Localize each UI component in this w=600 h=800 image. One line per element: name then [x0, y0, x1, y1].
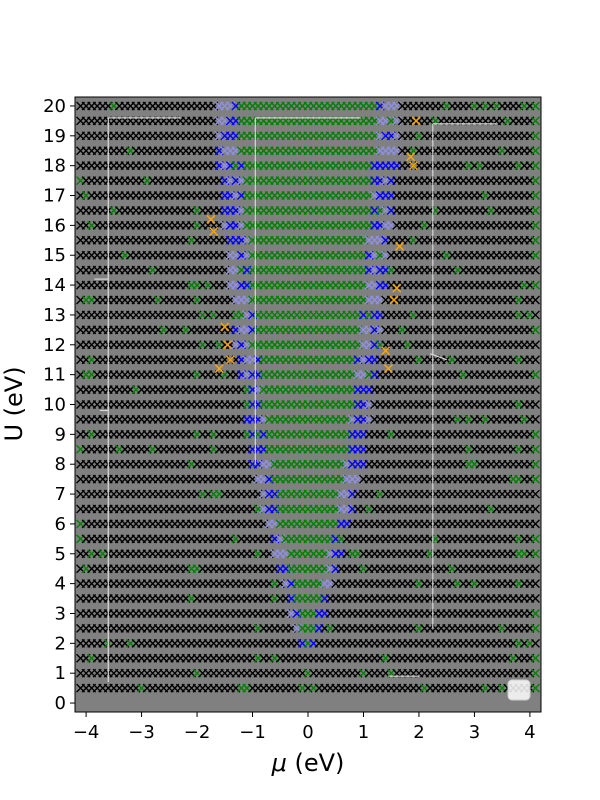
- x-tick-label: 2: [413, 722, 424, 743]
- data-point: [530, 220, 540, 230]
- overlay-lines: [94, 117, 497, 683]
- data-point: [530, 444, 540, 454]
- data-point: [530, 579, 540, 589]
- data-point: [530, 385, 540, 395]
- y-tick-label: 19: [43, 126, 66, 147]
- orange-data-point: [395, 241, 405, 251]
- data-point: [530, 370, 540, 380]
- y-tick-label: 16: [43, 215, 66, 236]
- y-tick-label: 0: [55, 693, 66, 714]
- data-point: [530, 116, 540, 126]
- x-tick-label: −3: [128, 722, 155, 743]
- orange-data-point: [209, 226, 219, 236]
- y-tick-label: 15: [43, 245, 66, 266]
- orange-data-point: [406, 152, 416, 162]
- data-point: [530, 608, 540, 618]
- x-tick-label: −2: [184, 722, 211, 743]
- y-tick-label: 14: [43, 275, 66, 296]
- x-tick-label: 1: [358, 722, 369, 743]
- orange-data-point: [392, 283, 402, 293]
- data-point: [530, 325, 540, 335]
- data-point: [530, 235, 540, 245]
- data-point: [530, 668, 540, 678]
- data-point: [530, 191, 540, 201]
- y-tick-label: 4: [55, 574, 66, 595]
- data-point: [530, 534, 540, 544]
- data-point: [530, 265, 540, 275]
- y-tick-label: 7: [55, 484, 66, 505]
- x-axis-label: μ (eV): [271, 749, 345, 777]
- orange-data-point: [223, 340, 233, 350]
- data-point: [530, 594, 540, 604]
- y-tick-label: 17: [43, 186, 66, 207]
- y-tick-label: 2: [55, 633, 66, 654]
- orange-data-point: [225, 355, 235, 365]
- y-tick-label: 3: [55, 603, 66, 624]
- orange-data-point: [411, 116, 421, 126]
- data-point: [530, 176, 540, 186]
- data-point: [530, 280, 540, 290]
- data-point: [530, 519, 540, 529]
- data-point: [530, 355, 540, 365]
- data-point: [530, 205, 540, 215]
- data-point: [530, 146, 540, 156]
- y-tick-label: 5: [55, 544, 66, 565]
- data-point: [530, 638, 540, 648]
- data-point: [530, 459, 540, 469]
- y-tick-label: 18: [43, 156, 66, 177]
- data-point: [530, 474, 540, 484]
- orange-data-point: [383, 364, 393, 374]
- x-tick-label: 4: [524, 722, 535, 743]
- y-axis-label: U (eV): [0, 366, 28, 441]
- x-tick-label: 0: [302, 722, 313, 743]
- data-point: [530, 429, 540, 439]
- legend-box: [507, 679, 531, 701]
- x-tick-label: −1: [239, 722, 266, 743]
- data-point: [530, 310, 540, 320]
- y-tick-label: 6: [55, 514, 66, 535]
- data-point: [530, 295, 540, 305]
- orange-data-point: [220, 322, 230, 332]
- y-tick-label: 20: [43, 96, 66, 117]
- x-axis-ticks: −4 −3 −2 −1 0 1 2 3 4: [73, 712, 536, 743]
- data-point: [530, 489, 540, 499]
- y-tick-label: 8: [55, 454, 66, 475]
- data-point: [530, 504, 540, 514]
- data-point: [530, 549, 540, 559]
- data-point: [530, 400, 540, 409]
- data-point: [530, 131, 540, 141]
- y-tick-label: 11: [43, 365, 66, 386]
- data-point: [530, 340, 540, 350]
- data-point: [530, 250, 540, 260]
- data-point: [530, 623, 540, 633]
- x-tick-label: 3: [469, 722, 480, 743]
- scatter-marks: [76, 101, 540, 693]
- orange-data-point: [206, 214, 216, 224]
- data-point: [530, 653, 540, 663]
- data-point: [530, 414, 540, 424]
- y-tick-label: 9: [55, 424, 66, 445]
- y-tick-label: 10: [43, 395, 66, 416]
- y-tick-label: 13: [43, 305, 66, 326]
- y-tick-label: 1: [55, 663, 66, 684]
- data-point: [530, 101, 540, 111]
- orange-data-point: [389, 295, 399, 305]
- data-point: [530, 683, 540, 693]
- orange-data-point: [214, 364, 224, 374]
- y-tick-label: 12: [43, 335, 66, 356]
- overlay-line: [429, 353, 447, 361]
- data-point: [530, 564, 540, 574]
- orange-data-point: [381, 346, 391, 356]
- data-point: [530, 161, 540, 171]
- x-tick-label: −4: [73, 722, 100, 743]
- orange-data-point: [408, 161, 418, 171]
